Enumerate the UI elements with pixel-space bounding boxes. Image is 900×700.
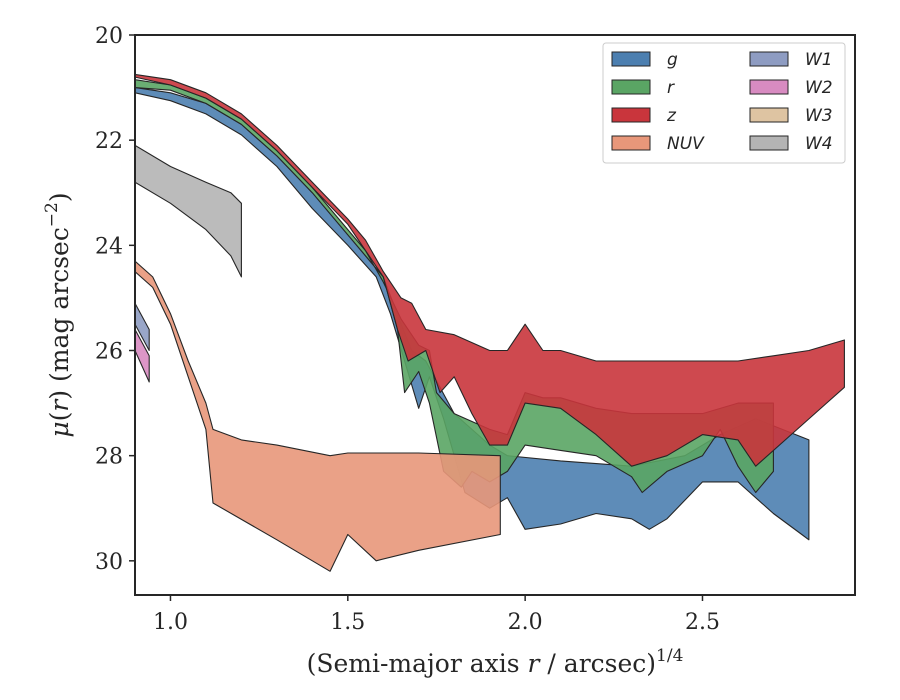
legend-swatch-w3 xyxy=(749,107,789,123)
area-w1 xyxy=(135,302,150,352)
x-axis-title: (Semi-major axis r / arcsec)1/4 xyxy=(307,646,684,678)
plot-frame xyxy=(134,34,856,596)
area-w4 xyxy=(135,144,242,278)
area-nuv xyxy=(135,260,501,572)
legend-box xyxy=(602,42,846,164)
legend-label-g: g xyxy=(667,50,678,70)
legend-swatch-r xyxy=(611,79,651,95)
x-tick-label: 1.5 xyxy=(330,610,365,635)
legend-swatch-w1 xyxy=(749,51,789,67)
legend-swatch-w2 xyxy=(749,79,789,95)
legend-label-w1: W1 xyxy=(805,50,833,70)
legend-label-nuv: NUV xyxy=(667,134,705,154)
y-tick-label: 26 xyxy=(95,339,123,364)
x-tick-label: 2.5 xyxy=(685,610,720,635)
y-axis-title: μ(r) (mag arcsec−2) xyxy=(42,192,74,437)
legend-swatch-w4 xyxy=(749,135,789,151)
x-axis: 1.0 1.5 2.0 2.5 xyxy=(153,595,720,635)
legend: grz NUV W1 W2 W3 W4 xyxy=(602,42,846,164)
legend-label-w4: W4 xyxy=(805,134,833,154)
legend-swatch-nuv xyxy=(611,135,651,151)
legend-label-r: r xyxy=(667,78,675,98)
y-tick-label: 28 xyxy=(95,445,123,470)
legend-label-w2: W2 xyxy=(805,78,833,98)
y-tick-label: 22 xyxy=(95,129,123,154)
y-axis: 20 22 24 26 28 30 xyxy=(95,24,135,575)
area-w2 xyxy=(135,328,150,383)
y-tick-label: 30 xyxy=(95,550,123,575)
x-tick-label: 1.0 xyxy=(153,610,188,635)
legend-swatch-g xyxy=(611,51,651,67)
legend-swatch-z xyxy=(611,107,651,123)
legend-label-w3: W3 xyxy=(805,106,833,126)
legend-label-z: z xyxy=(666,106,677,126)
area-z xyxy=(135,73,845,467)
profile-areas xyxy=(135,73,845,572)
y-tick-label: 24 xyxy=(95,234,123,259)
y-tick-label: 20 xyxy=(95,24,123,49)
x-tick-label: 2.0 xyxy=(508,610,543,635)
